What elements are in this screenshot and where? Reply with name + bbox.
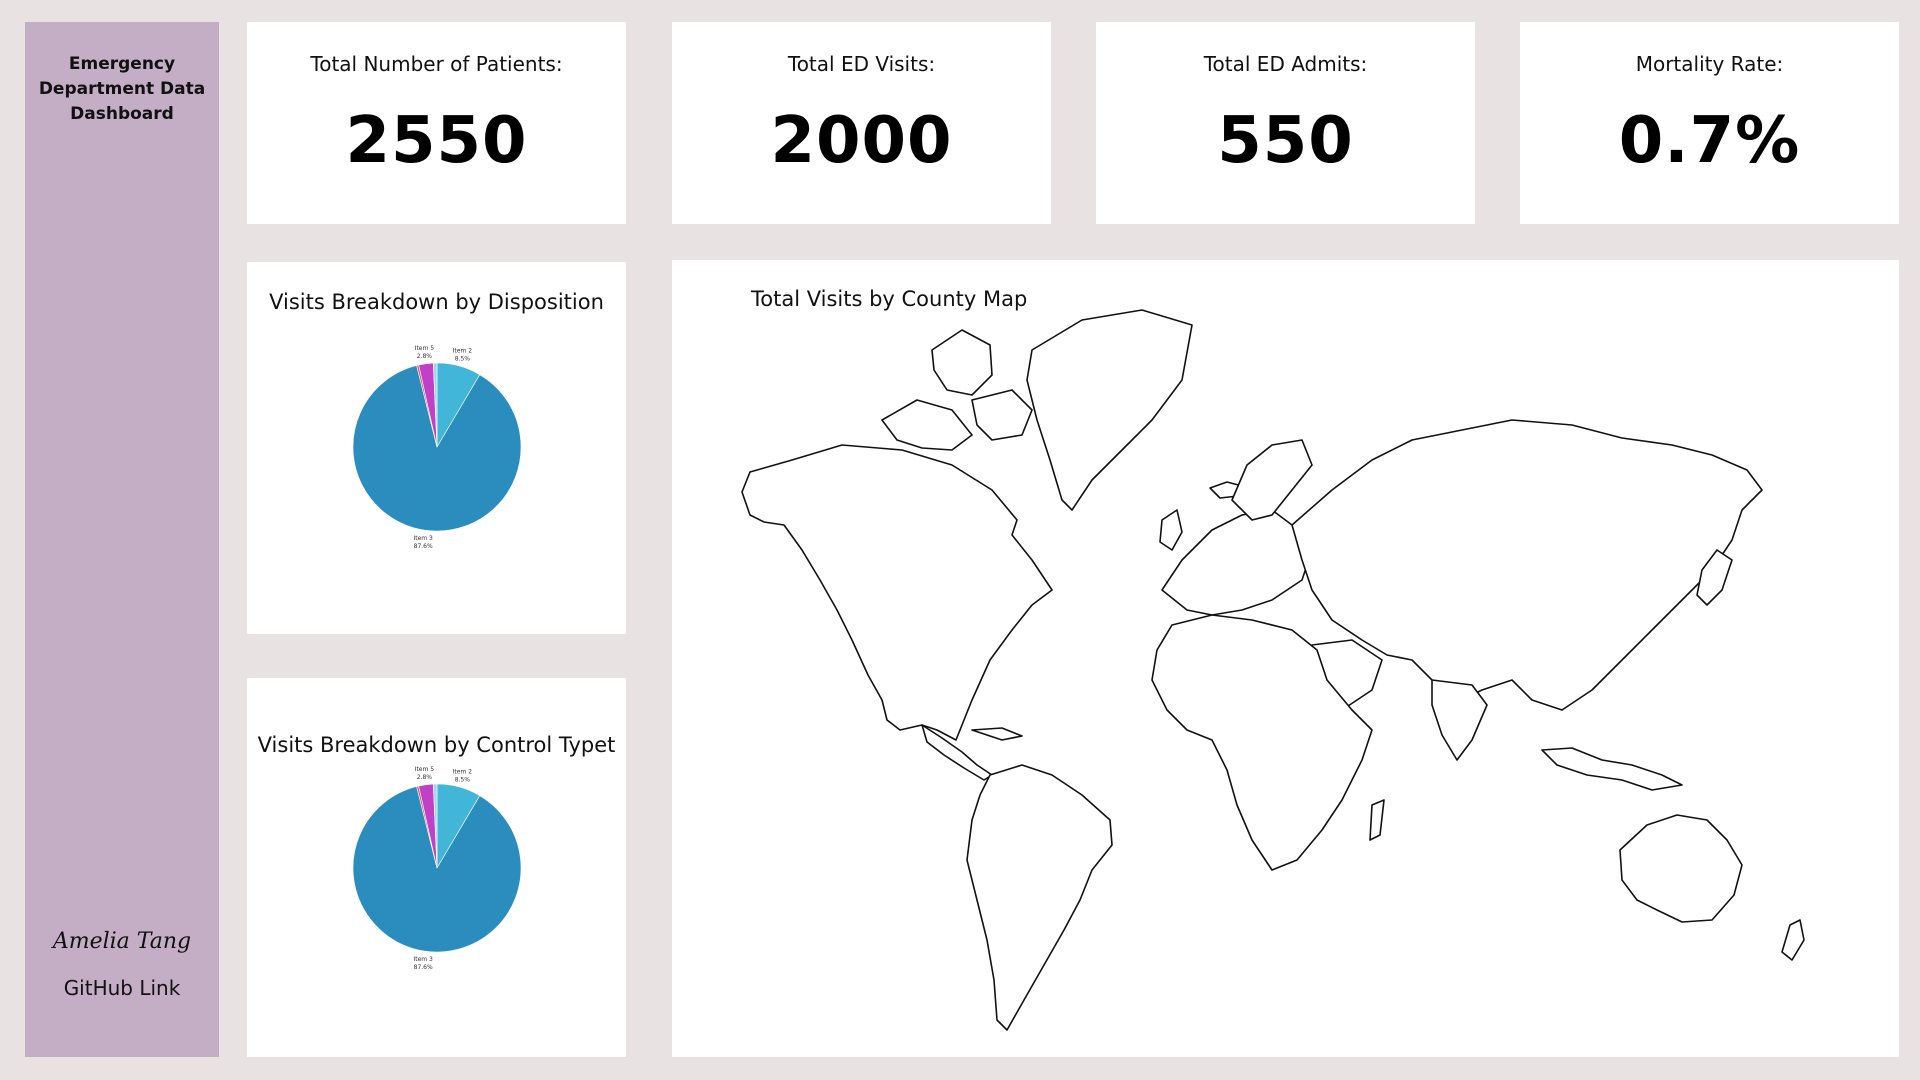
disposition-panel: Visits Breakdown by Disposition Item 2 8.… <box>247 262 626 634</box>
arctic-island-outline <box>931 329 993 396</box>
map-panel: Total Visits by County Map <box>672 260 1899 1057</box>
map-title: Total Visits by County Map <box>751 287 1028 311</box>
cuba-outline <box>971 727 1023 741</box>
pie-slice-name: Item 2 <box>453 768 473 775</box>
kpi-card-total-patients: Total Number of Patients: 2550 <box>247 22 626 224</box>
greenland-outline <box>1026 309 1193 511</box>
kpi-card-mortality-rate: Mortality Rate: 0.7% <box>1520 22 1899 224</box>
arctic-island-outline <box>971 389 1033 441</box>
pie-slice[interactable] <box>352 365 522 532</box>
new-zealand-outline <box>1781 919 1805 961</box>
dashboard-title: Emergency Department Data Dashboard <box>38 54 206 124</box>
pie-slice-name: Item 3 <box>413 956 433 963</box>
control-type-title: Visits Breakdown by Control Typet <box>257 733 616 757</box>
madagascar-outline <box>1369 799 1385 841</box>
pie-slice[interactable] <box>432 362 438 448</box>
kpi-value: 2550 <box>345 104 528 178</box>
north-america-outline <box>741 444 1053 741</box>
pie-slice-percent: 2.8% <box>417 774 433 781</box>
kpi-label: Total ED Visits: <box>787 52 936 76</box>
author-signature: Amelia Tang <box>52 929 192 954</box>
control-type-panel: Visits Breakdown by Control Typet Item 2… <box>247 678 626 1057</box>
kpi-label: Total Number of Patients: <box>310 52 563 76</box>
pie-slice-percent: 2.8% <box>417 353 433 360</box>
kpi-value: 550 <box>1217 104 1354 178</box>
europe-outline <box>1161 509 1313 616</box>
indonesia-outline <box>1541 747 1683 791</box>
australia-outline <box>1619 814 1743 923</box>
kpi-value: 0.7% <box>1618 104 1801 178</box>
pie-slice-percent: 87.6% <box>414 543 433 550</box>
kpi-label: Total ED Admits: <box>1203 52 1368 76</box>
kpi-value: 2000 <box>770 104 953 178</box>
pie-slice-name: Item 3 <box>413 535 433 542</box>
pie-slice-percent: 87.6% <box>414 964 433 971</box>
kpi-label: Mortality Rate: <box>1635 52 1784 76</box>
pie-slice[interactable] <box>352 786 522 953</box>
africa-outline <box>1151 614 1373 871</box>
pie-slice-percent: 8.5% <box>455 776 471 783</box>
uk-outline <box>1159 509 1183 551</box>
pie-slice-name: Item 5 <box>415 766 435 773</box>
scandinavia-outline <box>1231 439 1313 521</box>
india-outline <box>1431 679 1488 761</box>
world-map[interactable] <box>672 260 1899 1057</box>
pie-slice-name: Item 5 <box>415 345 435 352</box>
kpi-card-ed-visits: Total ED Visits: 2000 <box>672 22 1051 224</box>
sidebar: Emergency Department Data Dashboard Amel… <box>25 22 219 1057</box>
disposition-title: Visits Breakdown by Disposition <box>269 290 604 314</box>
japan-outline <box>1696 549 1733 606</box>
kpi-card-ed-admits: Total ED Admits: 550 <box>1096 22 1475 224</box>
pie-slice-percent: 8.5% <box>455 355 471 362</box>
control-type-pie-chart: Item 28.5% Item 387.6% Item 52.8% <box>352 766 522 971</box>
arctic-islands-outline <box>881 399 973 451</box>
asia-outline <box>1291 419 1763 711</box>
pie-slice[interactable] <box>432 783 438 869</box>
github-link[interactable]: GitHub Link <box>63 976 181 1000</box>
south-america-outline <box>966 764 1113 1031</box>
pie-slice-name: Item 2 <box>453 347 473 354</box>
disposition-pie-chart: Item 28.5% Item 387.6% Item 52.8% <box>352 345 522 550</box>
